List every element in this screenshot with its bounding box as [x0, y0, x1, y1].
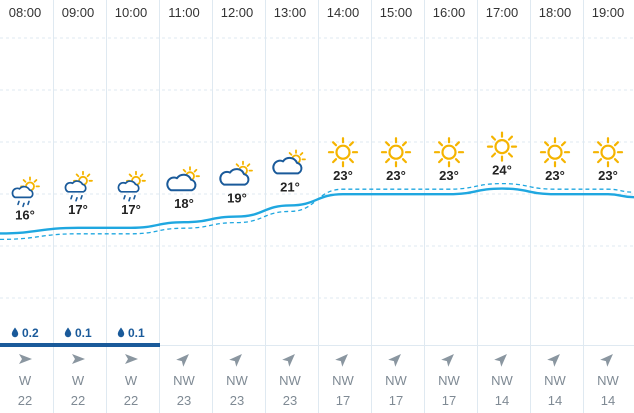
wind-arrow-icon: [72, 354, 85, 364]
wind-direction-label: NW: [544, 373, 566, 388]
temperature-label: 23°: [598, 168, 618, 183]
wind-speed-label: 14: [601, 393, 615, 408]
temperature-label: 17°: [68, 202, 88, 217]
temperature-label: 18°: [174, 196, 194, 211]
wind-arrow-icon: [494, 354, 507, 367]
hour-label: 12:00: [221, 5, 254, 20]
wind-speed-label: 17: [336, 393, 350, 408]
raindrop-icon: [64, 327, 72, 338]
wind-speed-label: 17: [442, 393, 456, 408]
partly-cloudy-icon: [219, 160, 253, 186]
precipitation: 0.2 0.1 0.1: [0, 326, 160, 347]
temperature-label: 17°: [121, 202, 141, 217]
sun-icon: [327, 137, 359, 168]
temperature-lines: [0, 182, 634, 241]
sun-icon: [592, 137, 624, 168]
wind-arrow-icon: [125, 354, 138, 364]
raindrop-icon: [117, 327, 125, 338]
wind-speed-label: 22: [124, 393, 138, 408]
temperature-label: 23°: [545, 168, 565, 183]
wind-arrow-icon: [19, 354, 32, 364]
wind-arrow-icon: [282, 354, 295, 367]
wind-speed-label: 14: [495, 393, 509, 408]
wind-direction-label: NW: [385, 373, 407, 388]
temperature-labels: 16° 17° 17° 18° 19° 21° 23° 23° 23° 24° 23° 23°: [15, 163, 618, 223]
hour-label: 18:00: [539, 5, 572, 20]
wind-arrow-icon: [176, 354, 189, 367]
partly-cloudy-icon: [166, 166, 200, 192]
wind-direction-label: W: [72, 373, 85, 388]
temperature-label: 23°: [386, 168, 406, 183]
wind-speed-label: 23: [177, 393, 191, 408]
wind-direction-label: NW: [279, 373, 301, 388]
weather-icons: [11, 131, 624, 208]
wind-speed-label: 17: [389, 393, 403, 408]
temperature-label: 16°: [15, 207, 35, 222]
temperature-label: 24°: [492, 163, 512, 178]
sun-icon: [539, 137, 571, 168]
wind-arrow-icon: [388, 354, 401, 367]
wind-direction-label: NW: [332, 373, 354, 388]
temperature-label: 23°: [439, 168, 459, 183]
wind-direction-label: NW: [173, 373, 195, 388]
hour-label: 19:00: [592, 5, 625, 20]
temperature-label: 19°: [227, 191, 247, 206]
sun-icon: [380, 137, 412, 168]
wind-direction-label: W: [125, 373, 138, 388]
hour-label: 14:00: [327, 5, 360, 20]
wind-direction-label: NW: [491, 373, 513, 388]
wind-direction-label: NW: [226, 373, 248, 388]
hour-label: 08:00: [9, 5, 42, 20]
wind-arrow-icon: [547, 354, 560, 367]
hour-label: 09:00: [62, 5, 95, 20]
sun-icon: [433, 137, 465, 168]
wind-arrow-icon: [600, 354, 613, 367]
feels-like-line: [0, 182, 634, 241]
wind-direction-label: W: [19, 373, 32, 388]
wind-speed-label: 23: [230, 393, 244, 408]
hour-label: 10:00: [115, 5, 148, 20]
hour-labels: 08:00 09:00 10:00 11:00 12:00 13:00 14:00 15:00…: [9, 5, 625, 20]
wind-direction-label: NW: [597, 373, 619, 388]
raindrop-icon: [11, 327, 19, 338]
wind-arrow-icon: [229, 354, 242, 367]
partly-cloudy-rain-icon: [11, 176, 40, 208]
wind-arrow-icon: [441, 354, 454, 367]
sun-icon: [486, 131, 518, 162]
wind-speed-label: 14: [548, 393, 562, 408]
hour-label: 11:00: [168, 5, 200, 20]
precipitation-label: 0.1: [75, 326, 92, 340]
precipitation-label: 0.1: [128, 326, 145, 340]
partly-cloudy-rain-icon: [64, 170, 93, 202]
temperature-line: [0, 187, 634, 235]
wind-speed-label: 22: [71, 393, 85, 408]
temperature-label: 21°: [280, 179, 300, 194]
hour-label: 16:00: [433, 5, 466, 20]
precipitation-label: 0.2: [22, 326, 39, 340]
partly-cloudy-icon: [272, 149, 306, 175]
wind-speed-label: 22: [18, 393, 32, 408]
partly-cloudy-rain-icon: [117, 170, 146, 202]
temperature-label: 23°: [333, 168, 353, 183]
hour-label: 13:00: [274, 5, 307, 20]
wind-speed-label: 23: [283, 393, 297, 408]
wind-arrow-icon: [335, 354, 348, 367]
hour-label: 15:00: [380, 5, 413, 20]
wind: W 22 W 22 W 22 NW 23 NW 23 NW 23 NW 17 NW 17 NW 17 NW 14 NW 1…: [18, 354, 620, 408]
wind-direction-label: NW: [438, 373, 460, 388]
hour-label: 17:00: [486, 5, 519, 20]
precipitation-bar: [0, 343, 160, 347]
